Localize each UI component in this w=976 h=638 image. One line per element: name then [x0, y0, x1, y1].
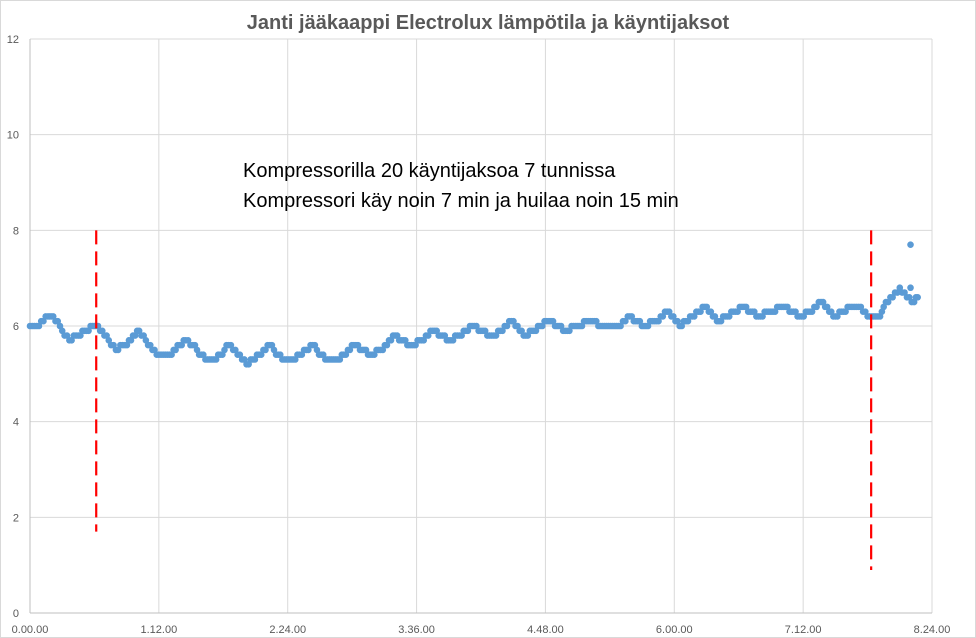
y-tick-label: 6	[13, 321, 19, 333]
x-tick-label: 1.12.00	[141, 624, 178, 636]
data-point-outlier	[907, 284, 914, 292]
annotation-line-1: Kompressorilla 20 käyntijaksoa 7 tunniss…	[243, 160, 616, 182]
x-tick-label: 3.36.00	[398, 624, 435, 636]
y-tick-label: 4	[13, 417, 19, 429]
x-tick-label: 6.00.00	[656, 624, 693, 636]
x-tick-label: 7.12.00	[785, 624, 822, 636]
x-tick-label: 4.48.00	[527, 624, 564, 636]
y-tick-label: 2	[13, 512, 19, 524]
annotation-line-2: Kompressori käy noin 7 min ja huilaa noi…	[243, 190, 679, 212]
y-tick-label: 0	[13, 608, 19, 620]
data-point-outlier	[907, 241, 914, 248]
y-tick-label: 8	[13, 225, 19, 237]
y-tick-label: 12	[7, 34, 19, 46]
x-tick-label: 0.00.00	[12, 624, 49, 636]
x-tick-label: 8.24.00	[914, 624, 951, 636]
data-point	[914, 294, 921, 301]
x-tick-label: 2.24.00	[269, 624, 306, 636]
chart-title: Janti jääkaappi Electrolux lämpötila ja …	[246, 12, 730, 34]
y-tick-label: 10	[7, 130, 19, 142]
